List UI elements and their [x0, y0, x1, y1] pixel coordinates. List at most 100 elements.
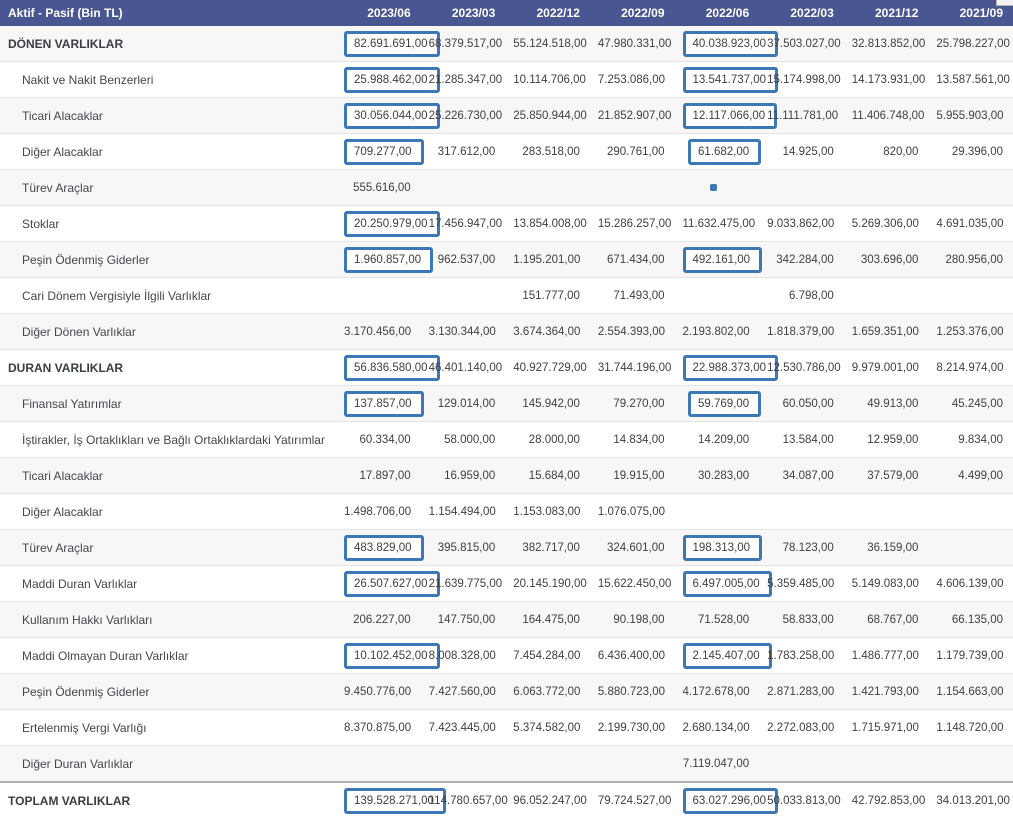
value-cell[interactable]: 16.959,00	[420, 457, 506, 494]
value-cell[interactable]: 79.270,00	[589, 385, 675, 422]
value-cell[interactable]: 5.269.306,00	[843, 205, 929, 242]
value-cell[interactable]: 13.587.561,00	[928, 61, 1013, 98]
value-cell[interactable]: 34.087,00	[759, 457, 844, 494]
value-cell[interactable]: 324.601,00	[589, 529, 675, 566]
value-cell[interactable]: 3.170.456,00	[336, 313, 421, 350]
highlighted-value[interactable]: 20.250.979,00	[344, 210, 440, 237]
value-cell[interactable]: 63.027.296,00	[674, 781, 779, 818]
value-cell[interactable]: 1.179.739,00	[928, 637, 1013, 674]
value-cell[interactable]: 2.871.283,00	[759, 673, 844, 710]
value-cell[interactable]: 5.955.903,00	[928, 97, 1013, 134]
value-cell[interactable]: 4.172.678,00	[674, 673, 760, 710]
highlighted-value[interactable]: 198.313,00	[682, 534, 763, 561]
value-cell[interactable]: 47.980.331,00	[589, 26, 675, 62]
value-cell[interactable]: 59.769,00	[674, 385, 762, 422]
value-cell[interactable]: 79.724.527,00	[589, 781, 675, 818]
highlighted-value[interactable]: 56.836.580,00	[344, 354, 440, 381]
value-cell[interactable]: 40.927.729,00	[505, 349, 590, 386]
value-cell[interactable]: 8.370.875,00	[336, 709, 421, 746]
value-cell[interactable]	[928, 529, 1013, 566]
highlighted-value[interactable]: 13.541.737,00	[682, 66, 779, 93]
value-cell[interactable]: 20.145.190,00	[505, 565, 590, 602]
value-cell[interactable]: 14.834,00	[589, 421, 675, 458]
value-cell[interactable]: 198.313,00	[674, 529, 763, 566]
value-cell[interactable]: 1.486.777,00	[843, 637, 929, 674]
value-cell[interactable]: 22.988.373,00	[674, 349, 779, 386]
value-cell[interactable]	[420, 745, 506, 783]
highlighted-value[interactable]: 25.988.462,00	[344, 66, 440, 93]
value-cell[interactable]: 25.850.944,00	[505, 97, 590, 134]
value-cell[interactable]: 11.632.475,00	[674, 205, 760, 242]
value-cell[interactable]: 30.056.044,00	[336, 97, 440, 134]
value-cell[interactable]: 5.880.723,00	[589, 673, 675, 710]
value-cell[interactable]	[928, 277, 1013, 314]
value-cell[interactable]: 1.154.494,00	[420, 493, 506, 530]
value-cell[interactable]: 28.000,00	[505, 421, 590, 458]
value-cell[interactable]: 6.497.005,00	[674, 565, 772, 602]
value-cell[interactable]: 13.584,00	[759, 421, 844, 458]
value-cell[interactable]: 206.227,00	[336, 601, 421, 638]
value-cell[interactable]: 483.829,00	[336, 529, 424, 566]
value-cell[interactable]: 14.925,00	[759, 133, 844, 170]
value-cell[interactable]: 96.052.247,00	[505, 781, 590, 818]
value-cell[interactable]: 10.102.452,00	[336, 637, 440, 674]
value-cell[interactable]: 1.960.857,00	[336, 241, 434, 278]
value-cell[interactable]	[420, 169, 506, 206]
value-cell[interactable]: 36.159,00	[843, 529, 929, 566]
highlighted-value[interactable]: 6.497.005,00	[682, 570, 772, 597]
value-cell[interactable]: 129.014,00	[420, 385, 506, 422]
highlighted-value[interactable]: 137.857,00	[344, 390, 424, 417]
value-cell[interactable]: 61.682,00	[674, 133, 762, 170]
value-cell[interactable]: 283.518,00	[505, 133, 590, 170]
highlighted-value[interactable]: 22.988.373,00	[682, 354, 779, 381]
value-cell[interactable]: 2.193.802,00	[674, 313, 760, 350]
value-cell[interactable]: 49.913,00	[843, 385, 929, 422]
value-cell[interactable]	[589, 169, 675, 206]
value-cell[interactable]: 1.498.706,00	[336, 493, 421, 530]
value-cell[interactable]: 151.777,00	[505, 277, 590, 314]
highlighted-value[interactable]: 483.829,00	[344, 534, 424, 561]
value-cell[interactable]: 8.214.974,00	[928, 349, 1013, 386]
value-cell[interactable]: 303.696,00	[843, 241, 929, 278]
value-cell[interactable]: 13.541.737,00	[674, 61, 779, 98]
value-cell[interactable]: 962.537,00	[420, 241, 506, 278]
highlighted-value[interactable]: 2.145.407,00	[682, 642, 772, 669]
value-cell[interactable]: 17.897,00	[336, 457, 421, 494]
value-cell[interactable]: 2.145.407,00	[674, 637, 772, 674]
value-cell[interactable]	[420, 277, 506, 314]
value-cell[interactable]: 1.153.083,00	[505, 493, 590, 530]
value-cell[interactable]	[759, 745, 844, 783]
value-cell[interactable]: 9.979.001,00	[843, 349, 929, 386]
value-cell[interactable]: 382.717,00	[505, 529, 590, 566]
value-cell[interactable]: 37.579,00	[843, 457, 929, 494]
highlighted-value[interactable]: 1.960.857,00	[344, 246, 434, 273]
value-cell[interactable]: 1.818.379,00	[759, 313, 844, 350]
value-cell[interactable]	[843, 493, 929, 530]
value-cell[interactable]: 2.554.393,00	[589, 313, 675, 350]
value-cell[interactable]: 5.149.083,00	[843, 565, 929, 602]
value-cell[interactable]: 137.857,00	[336, 385, 424, 422]
value-cell[interactable]: 90.198,00	[589, 601, 675, 638]
highlighted-value[interactable]: 59.769,00	[687, 390, 762, 417]
value-cell[interactable]: 5.374.582,00	[505, 709, 590, 746]
highlighted-value[interactable]: 61.682,00	[687, 138, 762, 165]
highlighted-value[interactable]: 30.056.044,00	[344, 102, 440, 129]
value-cell[interactable]: 555.616,00	[336, 169, 421, 206]
value-cell[interactable]: 42.792.853,00	[843, 781, 929, 818]
value-cell[interactable]: 7.119.047,00	[674, 745, 760, 783]
value-cell[interactable]: 7.454.284,00	[505, 637, 590, 674]
value-cell[interactable]	[674, 493, 760, 530]
value-cell[interactable]: 4.499,00	[928, 457, 1013, 494]
value-cell[interactable]	[336, 277, 421, 314]
value-cell[interactable]: 395.815,00	[420, 529, 506, 566]
value-cell[interactable]: 7.253.086,00	[589, 61, 675, 98]
value-cell[interactable]	[928, 493, 1013, 530]
value-cell[interactable]: 1.154.663,00	[928, 673, 1013, 710]
value-cell[interactable]: 66.135,00	[928, 601, 1013, 638]
value-cell[interactable]: 709.277,00	[336, 133, 424, 170]
highlighted-value[interactable]: 709.277,00	[344, 138, 424, 165]
value-cell[interactable]	[674, 169, 760, 206]
value-cell[interactable]	[336, 745, 421, 783]
value-cell[interactable]	[505, 169, 590, 206]
value-cell[interactable]: 3.674.364,00	[505, 313, 590, 350]
